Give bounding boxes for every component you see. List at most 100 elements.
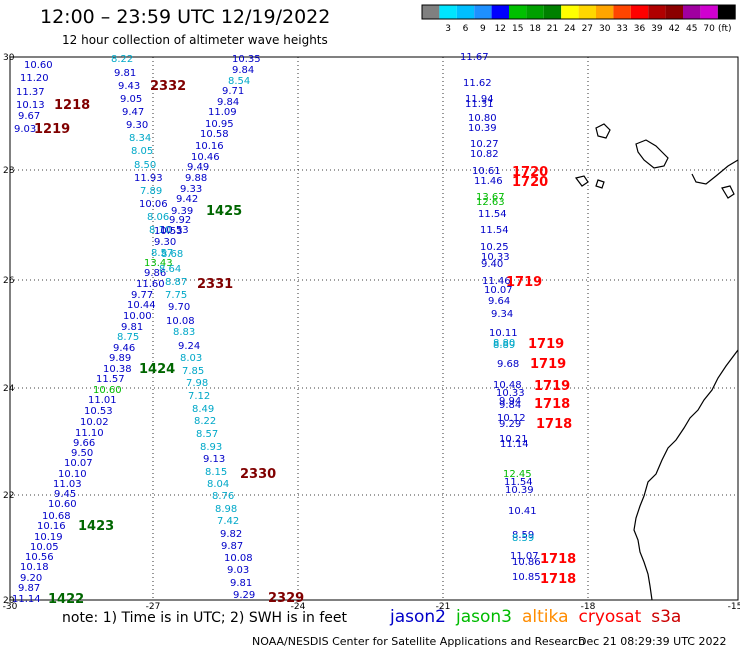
wave-height-value: 8.15 [205,467,227,478]
footnote: note: 1) Time is in UTC; 2) SWH is in fe… [62,610,348,626]
wave-height-value: 9.81 [114,68,136,79]
lon-tick-label: -18 [581,602,596,612]
legend-jason2: jason2 [390,607,446,627]
color-swatch [665,5,683,19]
wave-height-value: 10.41 [508,506,537,517]
wave-height-labels: 10.60 11.20 11.37 10.139.67 9.03 8.22 9.81 9.43… [12,52,541,605]
wave-height-value: 9.45 [54,489,76,500]
wave-height-value: 9.67 [18,111,40,122]
legend-altika: altika [522,607,569,627]
wave-height-value: 10.08 [166,316,195,327]
wave-height-value: 10.11 [489,328,518,339]
wave-height-value: 8.59 [512,533,534,544]
wave-height-value: 10.85 [512,572,541,583]
color-swatch [683,5,701,19]
wave-height-value: 10.33 [496,388,525,399]
wave-height-value: 11.57 [96,374,125,385]
wave-height-value: 9.20 [20,573,42,584]
lat-tick-label: 28 [3,166,15,176]
wave-height-value: 10.21 [499,434,528,445]
wave-height-value: 9.03 [14,124,36,135]
wave-height-value: 10.18 [20,562,49,573]
wave-height-value: 9.05 [120,94,142,105]
wave-height-value: 10.60 [93,385,122,396]
pass-time-label: 1718 [540,572,576,587]
wave-height-value: 7.98 [186,378,208,389]
page-title: 12:00 – 23:59 UTC 12/19/2022 [40,6,331,28]
wave-height-value: 9.42 [176,194,198,205]
wave-height-value: 9.46 [113,343,135,354]
color-scale-label: 39 [651,24,663,34]
wave-height-value: 11.62 [463,78,492,89]
wave-height-value: 8.57 [151,248,173,259]
wave-height-value: 10.58 [200,129,229,140]
wave-height-value: 11.60 [136,279,165,290]
wave-height-value: 8.75 [117,332,139,343]
color-swatch [613,5,631,19]
wave-height-value: 13.67 [476,192,505,203]
pass-time-label: 1720 [512,165,548,180]
wave-height-value: 8.54 [228,76,250,87]
wave-height-value: 8.76 [212,491,234,502]
wave-height-value: 10.35 [232,54,261,65]
wave-height-value: 9.39 [171,206,193,217]
wave-height-value: 10.86 [512,557,541,568]
color-swatch [474,5,492,19]
lon-tick-label: -30 [3,602,18,612]
wave-height-value: 11.93 [134,173,163,184]
color-scale-label: 3 [445,24,451,34]
wave-height-value: 10.27 [470,139,499,150]
wave-height-value: 9.29 [233,590,255,601]
wave-height-value: 12.63 [476,197,505,208]
wave-height-value: 8.34 [129,133,151,144]
wave-height-value: 10.60 [24,60,53,71]
color-scale-unit: (ft) [718,24,732,34]
wave-height-value: 10.05 [30,542,59,553]
color-swatch [717,5,736,19]
wave-height-value: 7.42 [217,516,239,527]
color-scale-label: 27 [582,24,593,34]
wave-height-value: 10.53 [84,406,113,417]
wave-height-value: 7.89 [140,186,162,197]
pass-time-label: 1718 [534,397,570,412]
color-scale-label: 30 [599,24,611,34]
wave-height-value: 8.80 [493,338,515,349]
wave-height-value: 10.46 [191,152,220,163]
wave-height-value: 9.82 [220,529,242,540]
wave-height-value: 9.68 [497,359,519,370]
wave-height-value: 10.10 [58,469,87,480]
wave-height-value: 9.29 [499,419,521,430]
wave-height-value: 11.46 [474,176,503,187]
pass-labels: 1218 1219 2332 1425 2331 1424 2330 1423 1422 2329… [34,79,576,607]
color-scale-label: 15 [512,24,523,34]
pass-time-label: 2329 [268,591,304,606]
color-swatch [439,5,457,19]
wave-height-value: 10.48 [493,380,522,391]
wave-height-value: 9.33 [180,184,202,195]
map-frame [9,56,739,601]
wave-height-value: 9.84 [499,400,521,411]
wave-height-value: 8.04 [207,479,229,490]
wave-height-value: 7.12 [188,391,210,402]
color-swatch [578,5,596,19]
color-scale-label: 21 [547,24,558,34]
color-scale-label: 33 [616,24,627,34]
wave-height-value: 9.70 [168,302,190,313]
satellite-legend: jason2 jason3 altika cryosat s3a [390,607,691,627]
wave-height-value: 8.22 [111,54,133,65]
wave-height-value: 8.03 [180,353,202,364]
wave-height-value: 9.40 [481,259,503,270]
wave-height-value: 9.81 [121,322,143,333]
wave-height-value: 11.20 [20,73,49,84]
timestamp: Dec 21 08:29:39 UTC 2022 [578,635,727,648]
wave-height-value: 9.87 [221,541,243,552]
wave-height-value: 10.08 [224,553,253,564]
wave-height-value: 9.30 [126,120,148,131]
wave-height-value: 10.53 [154,226,183,237]
wave-height-value: 10.12 [497,413,526,424]
color-swatch [561,5,579,19]
wave-height-value: 11.54 [480,225,509,236]
pass-time-label: 2330 [240,467,276,482]
wave-height-value: 10.00 [123,311,152,322]
